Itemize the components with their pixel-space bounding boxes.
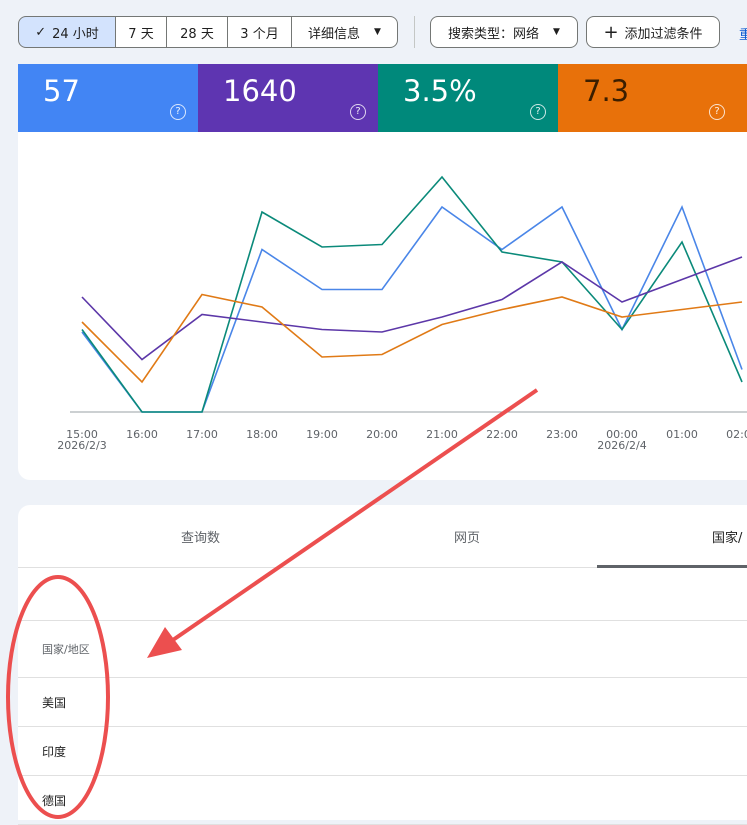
table-row[interactable]: 印度 [18,727,747,776]
chip-label: 7 天 [128,26,154,42]
metric-value: 1640 [223,74,297,108]
table-header: 国家/地区 [18,621,747,678]
time-range-chip[interactable]: 28 天 [166,16,228,48]
help-icon[interactable]: ? [350,104,366,120]
metric-value: 3.5% [403,74,477,108]
chip-label: 详细信息 [308,26,361,42]
tab[interactable]: 网页 [453,530,480,546]
x-tick-label: 19:00 [306,428,338,441]
add-filter-chip[interactable]: + 添加过滤条件 [586,16,720,48]
table-row[interactable]: 美国 [18,678,747,727]
x-tick-label: 20:00 [366,428,398,441]
x-tick-label: 22:00 [486,428,518,441]
cell: 德国 [42,793,67,808]
reset-link[interactable]: 重 [739,28,747,43]
x-tick-label: 21:00 [426,428,458,441]
tab[interactable]: 国家/ [712,530,743,546]
metric-card[interactable]: 1640? [198,64,378,132]
x-tick-label: 15:00 [66,428,98,441]
x-tick-label: 01:00 [666,428,698,441]
x-tick-label: 16:00 [126,428,158,441]
cell: 印度 [42,744,67,759]
plus-icon: + [603,21,619,43]
check-icon: ✓ [35,24,47,40]
tab[interactable]: 查询数 [180,530,220,546]
chip-label: 28 天 [180,26,214,42]
table-toolbar [18,568,747,621]
x-date-label: 2026/2/4 [597,439,646,452]
help-icon[interactable]: ? [709,104,725,120]
table-row[interactable]: 德国 [18,776,747,825]
chip-label: 24 小时 [52,26,99,42]
cell: 美国 [42,695,67,710]
x-date-label: 2026/2/3 [57,439,106,452]
series-line [81,256,743,361]
column-header[interactable]: 国家/地区 [42,643,90,656]
metric-card[interactable]: 3.5%? [378,64,558,132]
metric-value: 7.3 [583,74,630,108]
details-dropdown[interactable]: 详细信息 ▼ [291,16,398,48]
series-line [81,204,743,413]
chip-label: 3 个月 [240,26,279,42]
help-icon[interactable]: ? [530,104,546,120]
metric-card[interactable]: 57? [18,64,198,132]
metric-value: 57 [43,74,80,108]
help-icon[interactable]: ? [170,104,186,120]
metric-card[interactable]: 7.3? [558,64,747,132]
chip-label: 添加过滤条件 [624,26,703,42]
divider [414,16,415,48]
dropdown-arrow: ▼ [374,27,381,37]
active-tab-indicator [597,565,747,568]
time-range-chip[interactable]: ✓ 24 小时 [18,16,116,48]
x-tick-label: 17:00 [186,428,218,441]
x-tick-label: 18:00 [246,428,278,441]
series-line [81,293,743,384]
x-tick-label: 02:00 [726,428,747,441]
chip-label: 搜索类型：网络 [448,26,540,42]
x-tick-label: 00:00 [606,428,638,441]
search-type-chip[interactable]: 搜索类型：网络 ▼ [430,16,578,48]
x-tick-label: 23:00 [546,428,578,441]
dropdown-arrow: ▼ [553,27,560,37]
time-range-chip[interactable]: 7 天 [115,16,167,48]
